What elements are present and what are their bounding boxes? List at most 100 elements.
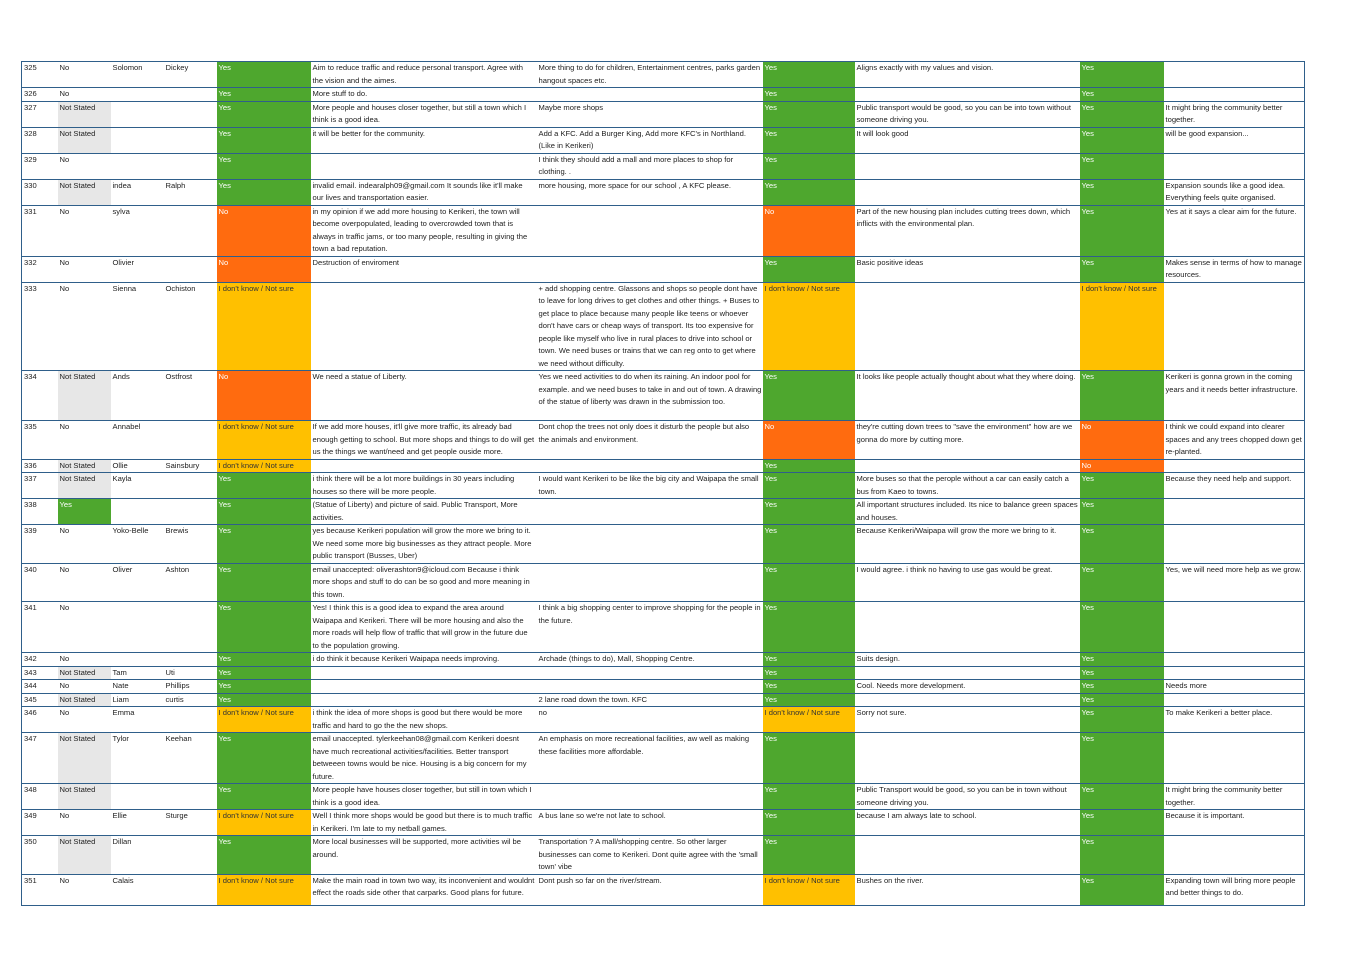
vision-comment-cell[interactable] [310,693,537,707]
response-id-cell[interactable]: 351 [21,874,58,906]
last-name-cell[interactable] [163,127,217,154]
first-name-cell[interactable] [110,87,164,102]
response-id-cell[interactable]: 330 [21,179,58,206]
vision-comment-cell[interactable]: i think there will be a lot more buildin… [310,472,537,499]
plan-support-cell[interactable]: Yes [762,693,855,707]
first-name-cell[interactable] [110,601,164,653]
strategy-support-cell[interactable]: Yes [1079,498,1164,525]
strategy-comment-cell[interactable] [1163,666,1305,680]
plan-support-cell[interactable]: Yes [762,679,855,694]
response-id-cell[interactable]: 331 [21,205,58,257]
plan-support-cell[interactable]: Yes [762,524,855,564]
vision-support-cell[interactable]: I don't know / Not sure [216,809,311,836]
vision-support-cell[interactable]: Yes [216,601,311,653]
plan-support-cell[interactable]: Yes [762,472,855,499]
last-name-cell[interactable]: Sainsbury [163,459,217,473]
strategy-comment-cell[interactable] [1163,282,1305,371]
vision-comment-cell[interactable]: Aim to reduce traffic and reduce persona… [310,61,537,88]
vision-comment-cell[interactable]: (Statue of Liberty) and picture of said.… [310,498,537,525]
consent-cell[interactable]: Not Stated [57,459,111,473]
last-name-cell[interactable]: Dickey [163,61,217,88]
first-name-cell[interactable]: Ellie [110,809,164,836]
last-name-cell[interactable]: Brewis [163,524,217,564]
strategy-support-cell[interactable]: Yes [1079,783,1164,810]
suggestions-cell[interactable]: Add a KFC. Add a Burger King, Add more K… [536,127,763,154]
strategy-comment-cell[interactable] [1163,459,1305,473]
response-id-cell[interactable]: 340 [21,563,58,602]
vision-support-cell[interactable]: Yes [216,153,311,180]
response-id-cell[interactable]: 342 [21,652,58,667]
first-name-cell[interactable]: Nate [110,679,164,694]
response-id-cell[interactable]: 337 [21,472,58,499]
consent-cell[interactable]: No [57,601,111,653]
vision-support-cell[interactable]: Yes [216,732,311,784]
last-name-cell[interactable] [163,256,217,283]
plan-support-cell[interactable]: Yes [762,61,855,88]
first-name-cell[interactable]: Kayla [110,472,164,499]
suggestions-cell[interactable]: I would want Kerikeri to be like the big… [536,472,763,499]
suggestions-cell[interactable]: Dont push so far on the river/stream. [536,874,763,906]
plan-comment-cell[interactable]: because I am always late to school. [854,809,1080,836]
response-id-cell[interactable]: 328 [21,127,58,154]
vision-comment-cell[interactable]: Well I think more shops would be good bu… [310,809,537,836]
last-name-cell[interactable] [163,706,217,733]
vision-comment-cell[interactable]: If we add more houses, it'll give more t… [310,420,537,460]
vision-support-cell[interactable]: Yes [216,563,311,602]
response-id-cell[interactable]: 332 [21,256,58,283]
suggestions-cell[interactable]: no [536,706,763,733]
last-name-cell[interactable] [163,153,217,180]
plan-comment-cell[interactable]: Because Kerikeri/Waipapa will grow the m… [854,524,1080,564]
plan-support-cell[interactable]: Yes [762,732,855,784]
strategy-support-cell[interactable]: Yes [1079,563,1164,602]
suggestions-cell[interactable] [536,563,763,602]
response-id-cell[interactable]: 326 [21,87,58,102]
first-name-cell[interactable] [110,153,164,180]
consent-cell[interactable]: No [57,563,111,602]
last-name-cell[interactable]: curtis [163,693,217,707]
strategy-support-cell[interactable]: Yes [1079,652,1164,667]
vision-comment-cell[interactable]: i think the idea of more shops is good b… [310,706,537,733]
consent-cell[interactable]: No [57,652,111,667]
first-name-cell[interactable]: Solomon [110,61,164,88]
first-name-cell[interactable]: Dillan [110,835,164,875]
strategy-support-cell[interactable]: Yes [1079,472,1164,499]
first-name-cell[interactable]: Annabel [110,420,164,460]
last-name-cell[interactable] [163,472,217,499]
last-name-cell[interactable] [163,874,217,906]
suggestions-cell[interactable] [536,783,763,810]
suggestions-cell[interactable] [536,87,763,102]
response-id-cell[interactable]: 347 [21,732,58,784]
suggestions-cell[interactable]: A bus lane so we're not late to school. [536,809,763,836]
consent-cell[interactable]: No [57,679,111,694]
vision-comment-cell[interactable]: More people have houses closer together,… [310,783,537,810]
response-id-cell[interactable]: 325 [21,61,58,88]
first-name-cell[interactable]: Liam [110,693,164,707]
response-id-cell[interactable]: 350 [21,835,58,875]
suggestions-cell[interactable] [536,666,763,680]
suggestions-cell[interactable]: I think they should add a mall and more … [536,153,763,180]
consent-cell[interactable]: No [57,420,111,460]
first-name-cell[interactable]: Olivier [110,256,164,283]
plan-comment-cell[interactable]: It will look good [854,127,1080,154]
suggestions-cell[interactable]: more housing, more space for our school … [536,179,763,206]
response-id-cell[interactable]: 338 [21,498,58,525]
response-id-cell[interactable]: 341 [21,601,58,653]
plan-support-cell[interactable]: I don't know / Not sure [762,706,855,733]
first-name-cell[interactable]: Calais [110,874,164,906]
suggestions-cell[interactable] [536,459,763,473]
plan-comment-cell[interactable]: All important structures included. Its n… [854,498,1080,525]
plan-support-cell[interactable]: No [762,420,855,460]
vision-comment-cell[interactable]: it will be better for the community. [310,127,537,154]
plan-comment-cell[interactable]: Public transport would be good, so you c… [854,101,1080,128]
vision-support-cell[interactable]: Yes [216,101,311,128]
last-name-cell[interactable]: Keehan [163,732,217,784]
vision-support-cell[interactable]: Yes [216,61,311,88]
last-name-cell[interactable]: Ochiston [163,282,217,371]
vision-support-cell[interactable]: Yes [216,666,311,680]
plan-support-cell[interactable]: Yes [762,835,855,875]
consent-cell[interactable]: Not Stated [57,693,111,707]
first-name-cell[interactable]: Oliver [110,563,164,602]
suggestions-cell[interactable] [536,524,763,564]
strategy-support-cell[interactable]: Yes [1079,61,1164,88]
consent-cell[interactable]: No [57,809,111,836]
